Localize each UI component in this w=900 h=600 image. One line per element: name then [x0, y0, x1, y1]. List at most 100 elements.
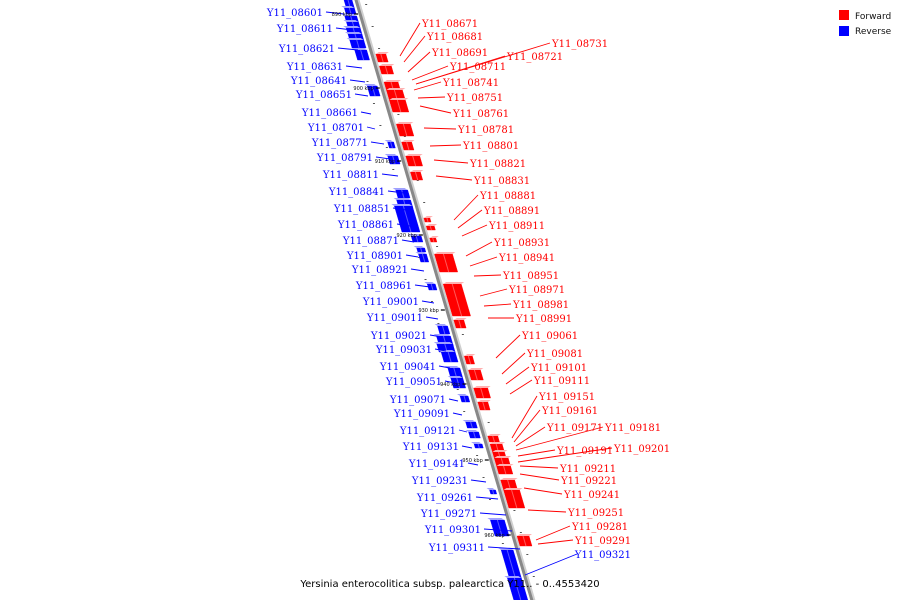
forward-gene-label: Y11_08691	[431, 48, 488, 59]
forward-gene-label: Y11_08881	[479, 191, 536, 202]
reverse-gene-label: Y11_08651	[295, 90, 352, 101]
forward-leader-line	[435, 175, 473, 181]
legend-label-forward: Forward	[855, 12, 891, 22]
axis-tick-label: 940 kbp	[440, 382, 460, 388]
reverse-leader-line	[360, 111, 372, 115]
forward-gene-label: Y11_09251	[567, 508, 624, 519]
reverse-gene-label: Y11_08921	[351, 265, 408, 276]
axis-dot	[436, 246, 439, 247]
forward-leader-line	[537, 539, 574, 545]
forward-gene-label: Y11_09221	[560, 476, 617, 487]
forward-gene-label: Y11_08981	[512, 300, 569, 311]
axis-dot	[461, 334, 464, 335]
forward-gene-label: Y11_08781	[457, 125, 514, 136]
forward-gene-label: Y11_09161	[541, 406, 598, 417]
forward-leader-line	[457, 209, 483, 229]
reverse-leader-line	[337, 47, 359, 51]
forward-gene-block	[493, 456, 512, 467]
reverse-leader-line	[335, 27, 353, 31]
axis-dot	[397, 114, 400, 115]
reverse-leader-line	[467, 462, 479, 466]
forward-gene-block	[423, 216, 433, 223]
reverse-leader-line	[414, 284, 431, 288]
forward-leader-line	[527, 509, 567, 513]
reverse-gene-block	[438, 350, 459, 363]
forward-gene-block	[487, 434, 501, 443]
axis-dot	[532, 576, 535, 577]
reverse-leader-line	[366, 126, 376, 130]
reverse-gene-label: Y11_08611	[276, 24, 333, 35]
forward-gene-label: Y11_09211	[559, 464, 616, 475]
reverse-gene-label: Y11_09021	[370, 331, 427, 342]
reverse-gene-label: Y11_09131	[402, 442, 459, 453]
forward-leader-line	[479, 288, 508, 297]
forward-leader-line	[429, 144, 462, 147]
forward-gene-block	[429, 236, 439, 243]
forward-gene-block	[453, 318, 467, 329]
axis-tick-label: 930 kbp	[418, 308, 438, 314]
reverse-leader-line	[387, 190, 405, 194]
reverse-leader-line	[405, 254, 419, 258]
forward-gene-label: Y11_08801	[462, 141, 519, 152]
axis-dot	[365, 4, 368, 5]
forward-leader-line	[505, 366, 530, 385]
axis-dot	[371, 26, 374, 27]
axis-dot	[501, 543, 504, 544]
axis-dot	[519, 532, 522, 533]
axis-dot	[366, 81, 369, 82]
forward-gene-block	[477, 400, 491, 411]
axis-dot	[424, 279, 427, 280]
forward-leader-line	[495, 334, 521, 359]
reverse-gene-block	[434, 324, 451, 335]
forward-leader-line	[501, 352, 526, 375]
reverse-gene-label: Y11_08701	[307, 123, 364, 134]
reverse-gene-label: Y11_08631	[286, 62, 343, 73]
axis-dot	[456, 389, 459, 390]
reverse-gene-block	[413, 246, 427, 253]
reverse-gene-label: Y11_08661	[301, 108, 358, 119]
forward-gene-label: Y11_08991	[515, 314, 572, 325]
reverse-gene-label: Y11_08771	[311, 138, 368, 149]
axis-shadow	[356, 0, 536, 600]
axis-tick-label: 910 kbp	[375, 159, 395, 165]
forward-leader-line	[511, 395, 538, 439]
reverse-gene-label: Y11_08901	[346, 251, 403, 262]
forward-leader-line	[407, 51, 431, 73]
forward-leader-line	[399, 22, 421, 57]
reverse-gene-label: Y11_09321	[574, 550, 631, 561]
forward-gene-label: Y11_08681	[426, 32, 483, 43]
forward-gene-label: Y11_09201	[613, 444, 670, 455]
forward-leader-line	[519, 465, 559, 469]
forward-leader-line	[453, 194, 479, 221]
reverse-gene-block	[498, 548, 522, 579]
forward-gene-label: Y11_09191	[556, 446, 613, 457]
forward-leader-line	[519, 473, 560, 481]
reverse-leader-line	[475, 496, 499, 500]
forward-leader-line	[523, 487, 563, 495]
reverse-leader-line	[448, 398, 459, 402]
reverse-gene-label: Y11_09311	[428, 543, 485, 554]
axis-dot	[403, 136, 406, 137]
reverse-gene-label: Y11_08861	[337, 220, 394, 231]
reverse-leader-line	[345, 65, 363, 69]
forward-gene-block	[468, 368, 484, 381]
reverse-leader-line	[438, 365, 451, 369]
forward-leader-line	[515, 426, 604, 451]
reverse-gene-label: Y11_09141	[408, 459, 465, 470]
forward-gene-label: Y11_09171	[546, 423, 603, 434]
forward-gene-block	[425, 224, 438, 231]
forward-gene-label: Y11_09281	[571, 522, 628, 533]
axis-dot	[437, 323, 440, 324]
forward-gene-block	[496, 464, 514, 475]
forward-gene-block	[379, 64, 395, 75]
axis-dot	[463, 411, 466, 412]
forward-gene-label: Y11_08951	[502, 271, 559, 282]
forward-gene-label: Y11_08891	[483, 206, 540, 217]
reverse-gene-label: Y11_08621	[278, 44, 335, 55]
axis-dot	[378, 48, 381, 49]
reverse-leader-line	[396, 223, 411, 227]
axis-dot	[392, 169, 395, 170]
forward-leader-line	[411, 65, 449, 81]
reverse-gene-block	[504, 576, 529, 600]
forward-gene-block	[389, 98, 410, 113]
